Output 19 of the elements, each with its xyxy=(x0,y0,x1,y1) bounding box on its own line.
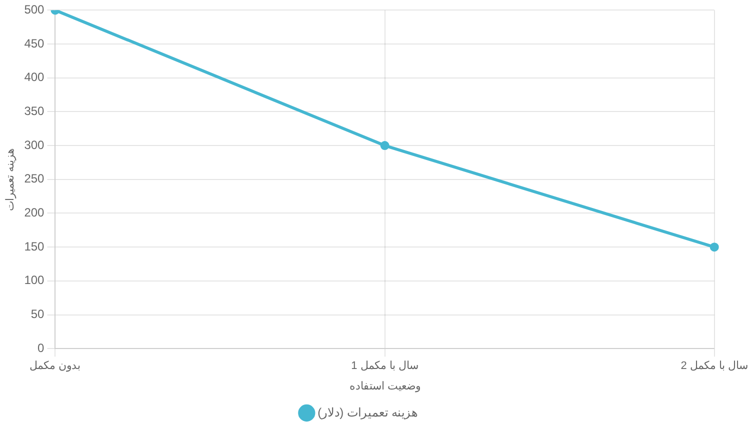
y-tick-label: 0 xyxy=(38,340,45,355)
y-tick-label: 50 xyxy=(30,307,45,322)
y-tick-label: 200 xyxy=(24,206,45,220)
x-tick-label: 1 سال با مکمل xyxy=(351,360,418,372)
y-tick-label: 250 xyxy=(24,172,45,186)
point xyxy=(710,242,719,252)
x-tick-label: بدون مکمل xyxy=(30,360,81,372)
y-tick-label: 400 xyxy=(24,70,45,84)
y-tick-label: 500 xyxy=(24,2,45,17)
y-tick-label: 300 xyxy=(24,138,45,152)
point xyxy=(380,141,390,150)
y-tick-label: 150 xyxy=(24,239,45,254)
y-tick-label: 100 xyxy=(24,273,45,288)
y-tick-label: 450 xyxy=(24,36,45,50)
y-tick-label: 350 xyxy=(24,104,45,118)
x-tick-label: 2 سال با مکمل xyxy=(680,360,748,372)
x-axis-title: وضعیت استفاده xyxy=(349,380,420,392)
legend-label: هزینه تعمیرات (دلار) xyxy=(318,405,418,420)
y-axis-title: هزینه تعمیرات xyxy=(4,148,17,211)
